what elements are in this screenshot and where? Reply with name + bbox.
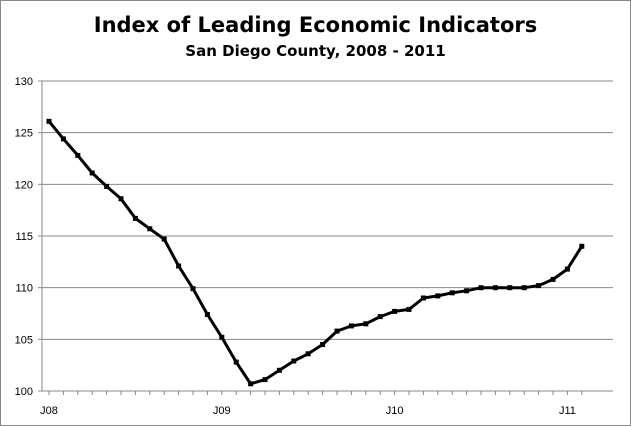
data-point-17 xyxy=(291,358,297,364)
series-layer xyxy=(46,118,585,387)
data-point-28 xyxy=(449,290,455,296)
data-point-31 xyxy=(492,285,498,291)
data-point-35 xyxy=(550,276,556,282)
data-point-0 xyxy=(46,118,52,124)
data-point-36 xyxy=(564,266,570,272)
data-point-14 xyxy=(248,381,254,387)
x-tick-label-J10: J10 xyxy=(386,405,404,417)
data-point-21 xyxy=(348,323,354,329)
data-point-4 xyxy=(104,183,110,189)
x-tick-label-J11: J11 xyxy=(559,405,576,417)
y-axis-ticks: 100 105 110 115 120 125 130 xyxy=(15,76,42,398)
y-tick-label-120: 120 xyxy=(15,179,33,191)
chart-title: Index of Leading Economic Indicators xyxy=(93,13,538,37)
x-tick-label-J09: J09 xyxy=(213,405,231,417)
y-tick-label-105: 105 xyxy=(15,334,33,346)
data-point-6 xyxy=(132,215,138,221)
data-point-15 xyxy=(262,377,268,383)
data-point-20 xyxy=(334,328,340,334)
data-point-23 xyxy=(377,314,383,320)
data-point-27 xyxy=(435,293,441,299)
data-point-24 xyxy=(392,308,398,314)
data-point-37 xyxy=(579,243,585,249)
data-point-10 xyxy=(190,286,196,292)
y-tick-label-100: 100 xyxy=(15,386,33,398)
data-point-3 xyxy=(89,170,95,176)
x-tick-label-J08: J08 xyxy=(40,405,58,417)
x-axis: J08 J09 J10 J11 xyxy=(40,81,613,417)
data-point-12 xyxy=(219,334,225,340)
y-tick-label-110: 110 xyxy=(15,283,33,295)
data-point-8 xyxy=(161,236,167,242)
data-point-9 xyxy=(176,263,182,269)
data-point-16 xyxy=(276,367,282,373)
data-point-2 xyxy=(75,152,81,158)
data-point-30 xyxy=(478,285,484,291)
data-point-32 xyxy=(507,285,513,291)
data-point-11 xyxy=(204,312,210,317)
data-point-34 xyxy=(536,283,542,289)
data-point-5 xyxy=(118,196,124,202)
data-point-22 xyxy=(363,321,369,327)
chart-subtitle: San Diego County, 2008 - 2011 xyxy=(185,42,446,60)
data-point-1 xyxy=(60,136,66,142)
y-tick-label-115: 115 xyxy=(15,231,33,243)
y-tick-label-130: 130 xyxy=(15,76,33,88)
data-point-19 xyxy=(320,342,326,347)
data-point-13 xyxy=(233,359,239,365)
data-point-26 xyxy=(420,295,426,301)
data-point-25 xyxy=(406,306,412,312)
data-point-7 xyxy=(147,226,153,232)
data-point-29 xyxy=(464,288,470,294)
data-point-33 xyxy=(521,285,527,291)
data-point-18 xyxy=(305,351,311,357)
y-tick-label-125: 125 xyxy=(15,128,33,140)
series-line-0 xyxy=(47,120,584,386)
